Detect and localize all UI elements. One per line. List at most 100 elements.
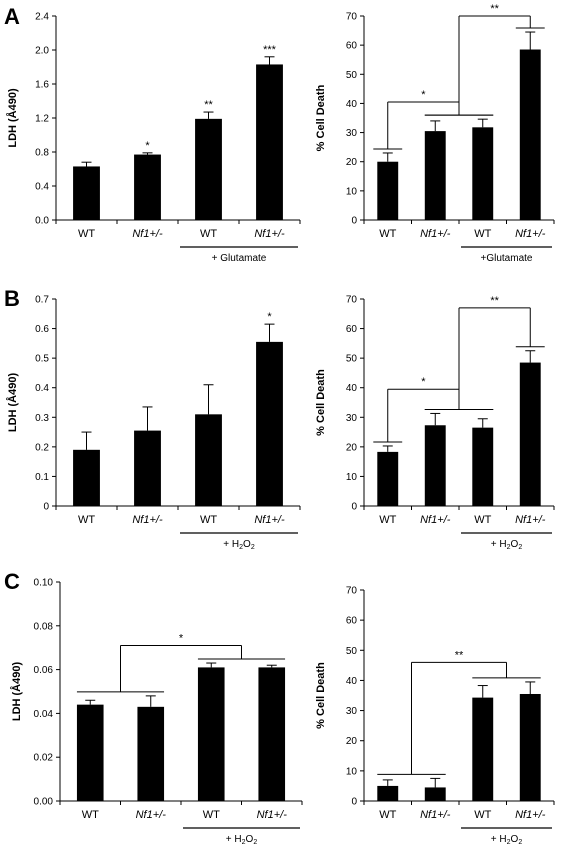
bar	[197, 667, 225, 801]
x-category-label: WT	[474, 514, 491, 526]
y-tick-label: 10	[346, 472, 358, 483]
panel-letter-a: A	[4, 4, 20, 29]
y-tick-label: 20	[346, 442, 358, 453]
bar	[472, 697, 494, 801]
y-tick-label: 0.0	[35, 216, 49, 227]
y-tick-label: 0.7	[35, 295, 49, 306]
bar-significance-label: *	[267, 311, 272, 323]
y-tick-label: 40	[346, 99, 358, 110]
chart-c-left: 0.00 0.02 0.04 0.06 0.08 0.10 LDH (Å490) WT Nf1+…	[10, 578, 303, 846]
y-tick-label: 0.8	[35, 148, 49, 159]
bar-significance-label: ***	[263, 44, 277, 56]
x-category-label: Nf1+/-	[515, 514, 546, 526]
x-category-label: WT	[200, 514, 217, 526]
x-category-label: Nf1+/-	[420, 809, 451, 821]
bar	[256, 341, 283, 506]
x-category-label: WT	[200, 228, 217, 240]
y-axis-title: LDH (Å490)	[6, 373, 19, 433]
y-tick-label: 50	[346, 646, 358, 657]
x-category-label: Nf1+/-	[254, 514, 285, 526]
y-tick-label: 40	[346, 383, 358, 394]
charts-layer: 0.0 0.4 0.8 1.2 1.6 2.0 2.4 LDH (Å490) WT * Nf1+/-…	[6, 3, 555, 846]
y-tick-label: 70	[346, 12, 358, 23]
y-axis-title: % Cell Death	[315, 662, 327, 729]
bar	[519, 49, 541, 221]
bracket-significance-label: *	[421, 89, 426, 101]
chart-c-right: 0 10 20 30 40 50 60 70 % Cell Death WT Nf1+/- WT Nf1…	[315, 586, 555, 846]
y-axis-title: % Cell Death	[315, 369, 327, 436]
x-category-label: WT	[203, 809, 220, 821]
x-category-label: WT	[474, 809, 491, 821]
bar	[134, 430, 161, 506]
bar-significance-label: **	[204, 99, 213, 111]
bracket-significance-label: **	[490, 295, 499, 307]
bar	[195, 118, 222, 220]
x-category-label: WT	[379, 809, 396, 821]
bar	[424, 131, 446, 220]
x-category-label: WT	[78, 514, 95, 526]
y-tick-label: 50	[346, 70, 358, 81]
y-axis-title: % Cell Death	[315, 84, 327, 151]
y-tick-label: 10	[346, 766, 358, 777]
y-tick-label: 0	[351, 216, 357, 227]
y-tick-label: 0.5	[35, 354, 49, 365]
bar-significance-label: *	[145, 140, 150, 152]
bar	[258, 667, 286, 801]
x-category-label: Nf1+/-	[515, 809, 546, 821]
y-tick-label: 70	[346, 586, 358, 597]
y-tick-label: 0.06	[34, 665, 54, 676]
y-tick-label: 1.2	[35, 114, 49, 125]
y-tick-label: 30	[346, 706, 358, 717]
y-tick-label: 0.04	[34, 709, 54, 720]
y-tick-label: 0.02	[34, 753, 54, 764]
y-tick-label: 0.08	[34, 621, 54, 632]
group-label: + H2O2	[223, 539, 255, 551]
x-category-label: Nf1+/-	[420, 514, 451, 526]
y-tick-label: 0.2	[35, 442, 49, 453]
bar	[76, 704, 104, 801]
bar	[134, 154, 161, 220]
x-category-label: WT	[474, 228, 491, 240]
panel-letter-b: B	[4, 286, 20, 311]
bar	[377, 451, 399, 506]
y-tick-label: 0.4	[35, 383, 49, 394]
y-axis-title: LDH (Å490)	[6, 88, 19, 148]
bracket-significance-label: **	[455, 649, 464, 661]
y-tick-label: 60	[346, 324, 358, 335]
group-label: + Glutamate	[212, 253, 267, 264]
chart-a-right: 0 10 20 30 40 50 60 70 % Cell Death WT Nf1+/- WT Nf1…	[315, 3, 555, 264]
bar	[472, 127, 494, 220]
panel-letter-c: C	[4, 569, 20, 594]
bar	[424, 787, 446, 801]
bar	[519, 693, 541, 801]
bar	[256, 64, 283, 220]
group-label: + H2O2	[226, 834, 258, 846]
y-tick-label: 20	[346, 736, 358, 747]
y-tick-label: 0.1	[35, 472, 49, 483]
bar	[424, 425, 446, 506]
bracket-significance-label: *	[421, 376, 426, 388]
x-category-label: Nf1+/-	[132, 228, 163, 240]
y-tick-label: 0	[43, 502, 49, 513]
y-tick-label: 0	[351, 797, 357, 808]
y-tick-label: 50	[346, 354, 358, 365]
y-axis-title: LDH (Å490)	[10, 662, 23, 722]
y-tick-label: 2.4	[35, 12, 49, 23]
x-category-label: Nf1+/-	[254, 228, 285, 240]
bar	[73, 166, 100, 220]
y-tick-label: 60	[346, 41, 358, 52]
y-tick-label: 1.6	[35, 80, 49, 91]
group-label: +Glutamate	[481, 253, 533, 264]
y-tick-label: 0.4	[35, 182, 49, 193]
y-tick-label: 0.10	[34, 578, 54, 589]
y-tick-label: 20	[346, 157, 358, 168]
y-tick-label: 10	[346, 186, 358, 197]
bracket-significance-label: **	[490, 3, 499, 15]
x-category-label: WT	[82, 809, 99, 821]
y-tick-label: 40	[346, 676, 358, 687]
bar	[137, 706, 165, 801]
group-label: + H2O2	[491, 539, 523, 551]
y-tick-label: 2.0	[35, 46, 49, 57]
